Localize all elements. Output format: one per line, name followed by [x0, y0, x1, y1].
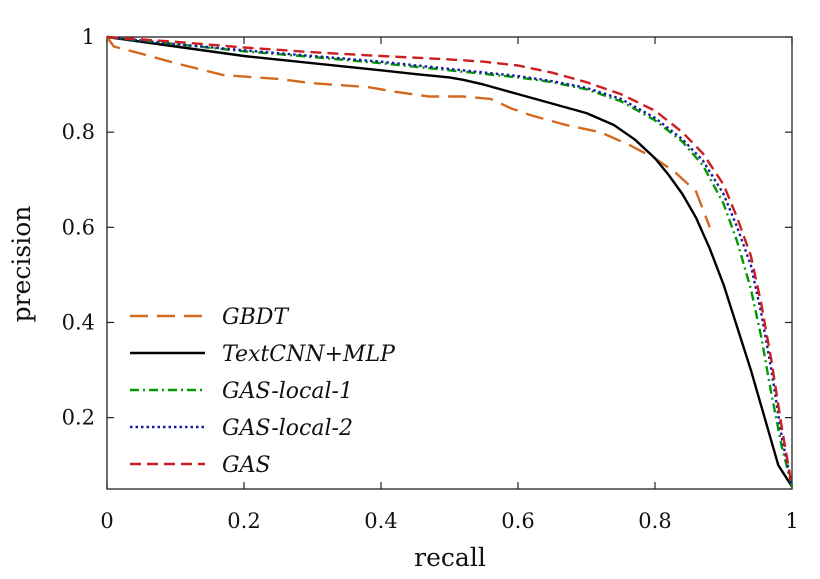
- x-tick-label: 0.4: [364, 509, 397, 533]
- series-line-gas: [106, 35, 794, 487]
- series-line-gas-local-1: [106, 35, 794, 487]
- plot-frame: [106, 36, 793, 490]
- x-tick-label: 0.6: [501, 509, 534, 533]
- series-line-textcnn-mlp: [106, 35, 794, 488]
- x-tick-label: 0.8: [638, 509, 671, 533]
- legend-label: GAS: [222, 453, 271, 478]
- ticks-group: 0 0.2 0.4 0.6 0.8 1 0.2 0.4 0.6 0.8 1: [62, 25, 799, 533]
- x-axis-title: recall: [414, 543, 486, 572]
- y-tick-label: 0.6: [62, 215, 95, 239]
- y-axis-title: precision: [7, 206, 36, 323]
- plot-frame-group: [106, 36, 793, 490]
- x-tick-label: 0.2: [227, 509, 260, 533]
- series-line-gbdt: [106, 36, 711, 228]
- series-line-gas-local-2: [106, 35, 794, 487]
- legend-label: GAS-local-2: [222, 416, 353, 441]
- y-tick-label: 0.8: [62, 120, 95, 144]
- y-tick-label: 0.4: [62, 310, 95, 334]
- legend-label: GAS-local-1: [222, 379, 353, 404]
- legend-label: TextCNN+MLP: [222, 342, 396, 367]
- x-tick-label: 0: [100, 509, 113, 533]
- y-tick-label: 1: [82, 25, 95, 49]
- x-tick-label: 1: [785, 509, 798, 533]
- legend-label: GBDT: [222, 305, 290, 330]
- legend: GBDT TextCNN+MLP GAS-local-1 GAS-local-2 GAS: [130, 305, 396, 478]
- series-group: [106, 35, 794, 488]
- y-tick-label: 0.2: [62, 406, 95, 430]
